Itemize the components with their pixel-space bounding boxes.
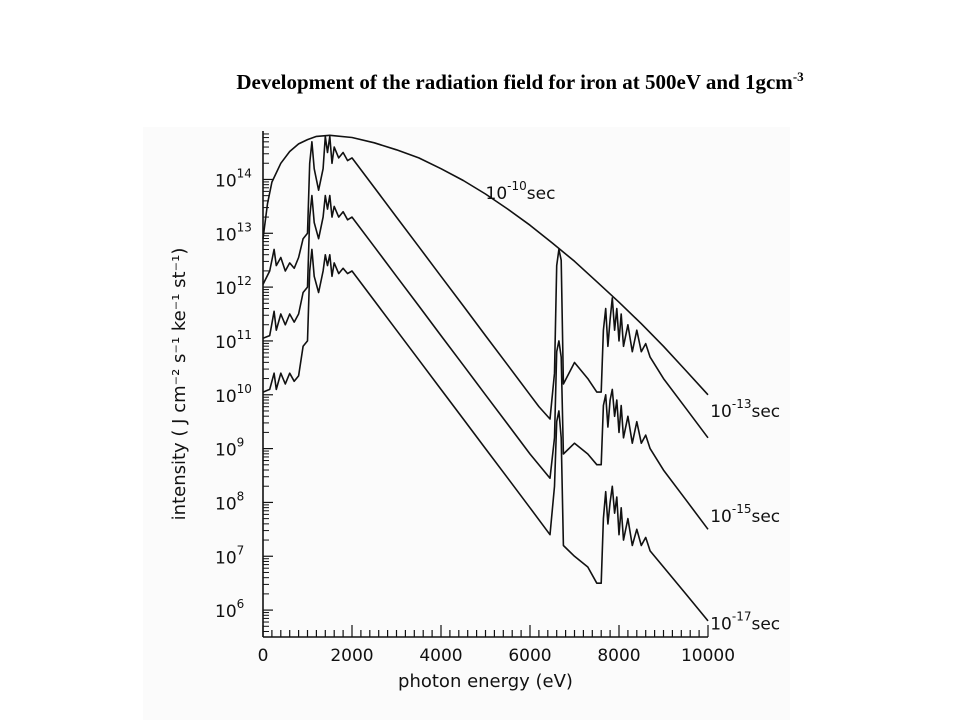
y-tick-label: 1013 (215, 220, 252, 245)
slide-title-text: Development of the radiation field for i… (236, 70, 793, 94)
y-tick-label: 106 (215, 597, 244, 622)
series-label-3: 10-15sec (710, 502, 780, 527)
series-label-1: 10-10sec (486, 179, 556, 204)
x-tick-label: 6000 (508, 646, 551, 666)
curves (262, 134, 709, 622)
chart-panel: 0 2000 4000 6000 8000 10000 106 107 108 109 1010 10… (143, 127, 790, 720)
y-tick-label: 109 (215, 436, 244, 461)
x-tick-label: 0 (258, 646, 269, 666)
series-line-1 (262, 134, 709, 396)
y-tick-label: 107 (215, 543, 244, 568)
series-line-3 (262, 194, 709, 530)
x-tick-label: 2000 (330, 646, 373, 666)
y-tick-label: 1014 (215, 166, 252, 191)
x-tick-label: 10000 (681, 646, 735, 666)
x-tick-label: 8000 (597, 646, 640, 666)
labels: 0 2000 4000 6000 8000 10000 106 107 108 109 1010 10… (169, 166, 780, 692)
series-label-2: 10-13sec (710, 397, 780, 422)
y-tick-label: 108 (215, 489, 244, 514)
series-label-4: 10-17sec (710, 610, 780, 635)
slide-title: Development of the radiation field for i… (0, 70, 960, 95)
y-tick-label: 1010 (215, 382, 252, 407)
slide-title-superscript: -3 (792, 69, 804, 84)
series-line-4 (262, 248, 709, 622)
y-tick-label: 1012 (215, 274, 252, 299)
series-line-2 (262, 135, 709, 439)
y-axis-label: intensity ( J cm⁻² s⁻¹ ke⁻¹ st⁻¹) (169, 248, 190, 521)
y-tick-label: 1011 (215, 328, 252, 353)
x-axis-label: photon energy (eV) (398, 671, 573, 692)
axes (262, 131, 709, 638)
x-tick-label: 4000 (419, 646, 462, 666)
spectrum-chart: 0 2000 4000 6000 8000 10000 106 107 108 109 1010 10… (169, 131, 780, 692)
